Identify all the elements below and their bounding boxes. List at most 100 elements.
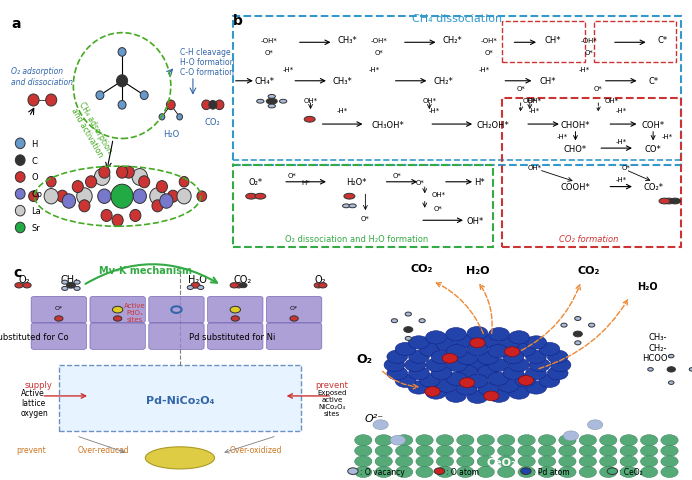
Circle shape — [176, 114, 183, 121]
Circle shape — [405, 359, 426, 372]
Text: H: H — [31, 140, 37, 148]
Circle shape — [667, 367, 675, 372]
Circle shape — [138, 177, 149, 188]
Circle shape — [518, 456, 535, 467]
Circle shape — [661, 456, 678, 467]
FancyBboxPatch shape — [208, 323, 263, 350]
Circle shape — [668, 381, 674, 384]
Circle shape — [547, 367, 568, 380]
Text: CH₂*: CH₂* — [433, 77, 453, 86]
Text: Co: Co — [31, 190, 42, 199]
Circle shape — [74, 287, 80, 291]
Circle shape — [319, 283, 327, 288]
Text: CO₂: CO₂ — [233, 275, 251, 285]
Text: c: c — [14, 266, 22, 280]
Circle shape — [96, 92, 104, 100]
Text: CO₂ formation: CO₂ formation — [559, 235, 619, 244]
Circle shape — [459, 378, 475, 388]
Text: O*: O* — [290, 305, 298, 310]
FancyBboxPatch shape — [149, 323, 204, 350]
Text: -H*: -H* — [369, 67, 380, 72]
Circle shape — [488, 372, 509, 385]
Circle shape — [579, 445, 597, 456]
Circle shape — [478, 382, 499, 396]
Text: O*: O* — [621, 165, 630, 171]
Circle shape — [689, 368, 692, 372]
Text: O₂: O₂ — [314, 275, 326, 285]
Circle shape — [599, 445, 617, 456]
Circle shape — [504, 347, 520, 357]
Text: OH*: OH* — [422, 98, 437, 104]
Circle shape — [641, 445, 658, 456]
Text: CO₂: CO₂ — [205, 118, 221, 127]
Circle shape — [559, 456, 576, 467]
Circle shape — [179, 177, 189, 188]
Circle shape — [518, 435, 535, 446]
Circle shape — [489, 389, 509, 403]
Circle shape — [46, 95, 57, 107]
Circle shape — [373, 420, 388, 430]
Circle shape — [62, 287, 68, 291]
Circle shape — [641, 435, 658, 446]
Text: OH*: OH* — [431, 192, 446, 197]
Circle shape — [167, 191, 179, 203]
Circle shape — [266, 99, 277, 105]
Circle shape — [509, 331, 529, 344]
Circle shape — [416, 467, 433, 478]
Circle shape — [28, 192, 38, 202]
Circle shape — [518, 445, 535, 456]
Circle shape — [290, 316, 298, 322]
Text: H*: H* — [302, 180, 310, 185]
Circle shape — [436, 338, 457, 351]
Text: H₂O: H₂O — [637, 281, 657, 291]
Text: OH*: OH* — [527, 98, 541, 104]
Circle shape — [403, 327, 412, 333]
Circle shape — [425, 387, 440, 396]
Text: C*: C* — [657, 36, 667, 45]
Circle shape — [257, 100, 264, 104]
Text: CO₂: CO₂ — [411, 264, 433, 274]
Text: CH₃-
CH₂-
HCOO⁻: CH₃- CH₂- HCOO⁻ — [642, 333, 673, 362]
Text: O*: O* — [288, 172, 297, 178]
Circle shape — [230, 307, 240, 313]
Circle shape — [573, 331, 583, 337]
Circle shape — [457, 365, 477, 379]
Circle shape — [28, 95, 39, 107]
Circle shape — [112, 215, 123, 227]
Text: O²⁻: O²⁻ — [364, 413, 383, 423]
Circle shape — [209, 101, 217, 110]
Ellipse shape — [145, 447, 215, 469]
Circle shape — [446, 328, 466, 341]
Circle shape — [470, 338, 485, 348]
Circle shape — [668, 355, 674, 358]
Circle shape — [547, 350, 568, 363]
Circle shape — [478, 335, 499, 348]
Circle shape — [426, 359, 446, 372]
Text: : Pd atom: : Pd atom — [533, 467, 570, 476]
Circle shape — [515, 343, 536, 357]
FancyBboxPatch shape — [31, 323, 86, 350]
Text: -H*: -H* — [428, 108, 439, 113]
Circle shape — [62, 281, 68, 285]
Circle shape — [484, 391, 499, 401]
Circle shape — [550, 359, 571, 372]
Text: C*: C* — [648, 77, 658, 86]
Circle shape — [446, 359, 467, 372]
Circle shape — [518, 376, 534, 385]
Text: a: a — [11, 17, 21, 31]
Circle shape — [526, 336, 547, 349]
Circle shape — [446, 389, 466, 403]
Text: -OH*: -OH* — [371, 38, 388, 44]
Text: CH*: CH* — [545, 36, 561, 45]
Circle shape — [15, 189, 25, 200]
Circle shape — [526, 381, 547, 394]
Circle shape — [215, 101, 224, 110]
Circle shape — [355, 435, 372, 446]
Circle shape — [355, 467, 372, 478]
Text: O*: O* — [231, 305, 239, 310]
Text: Exposed
active
NiCo₂O₄
sites: Exposed active NiCo₂O₄ sites — [318, 389, 347, 416]
Text: H₂O: H₂O — [163, 130, 179, 139]
Circle shape — [488, 345, 509, 358]
Circle shape — [396, 445, 412, 456]
Circle shape — [132, 169, 147, 186]
